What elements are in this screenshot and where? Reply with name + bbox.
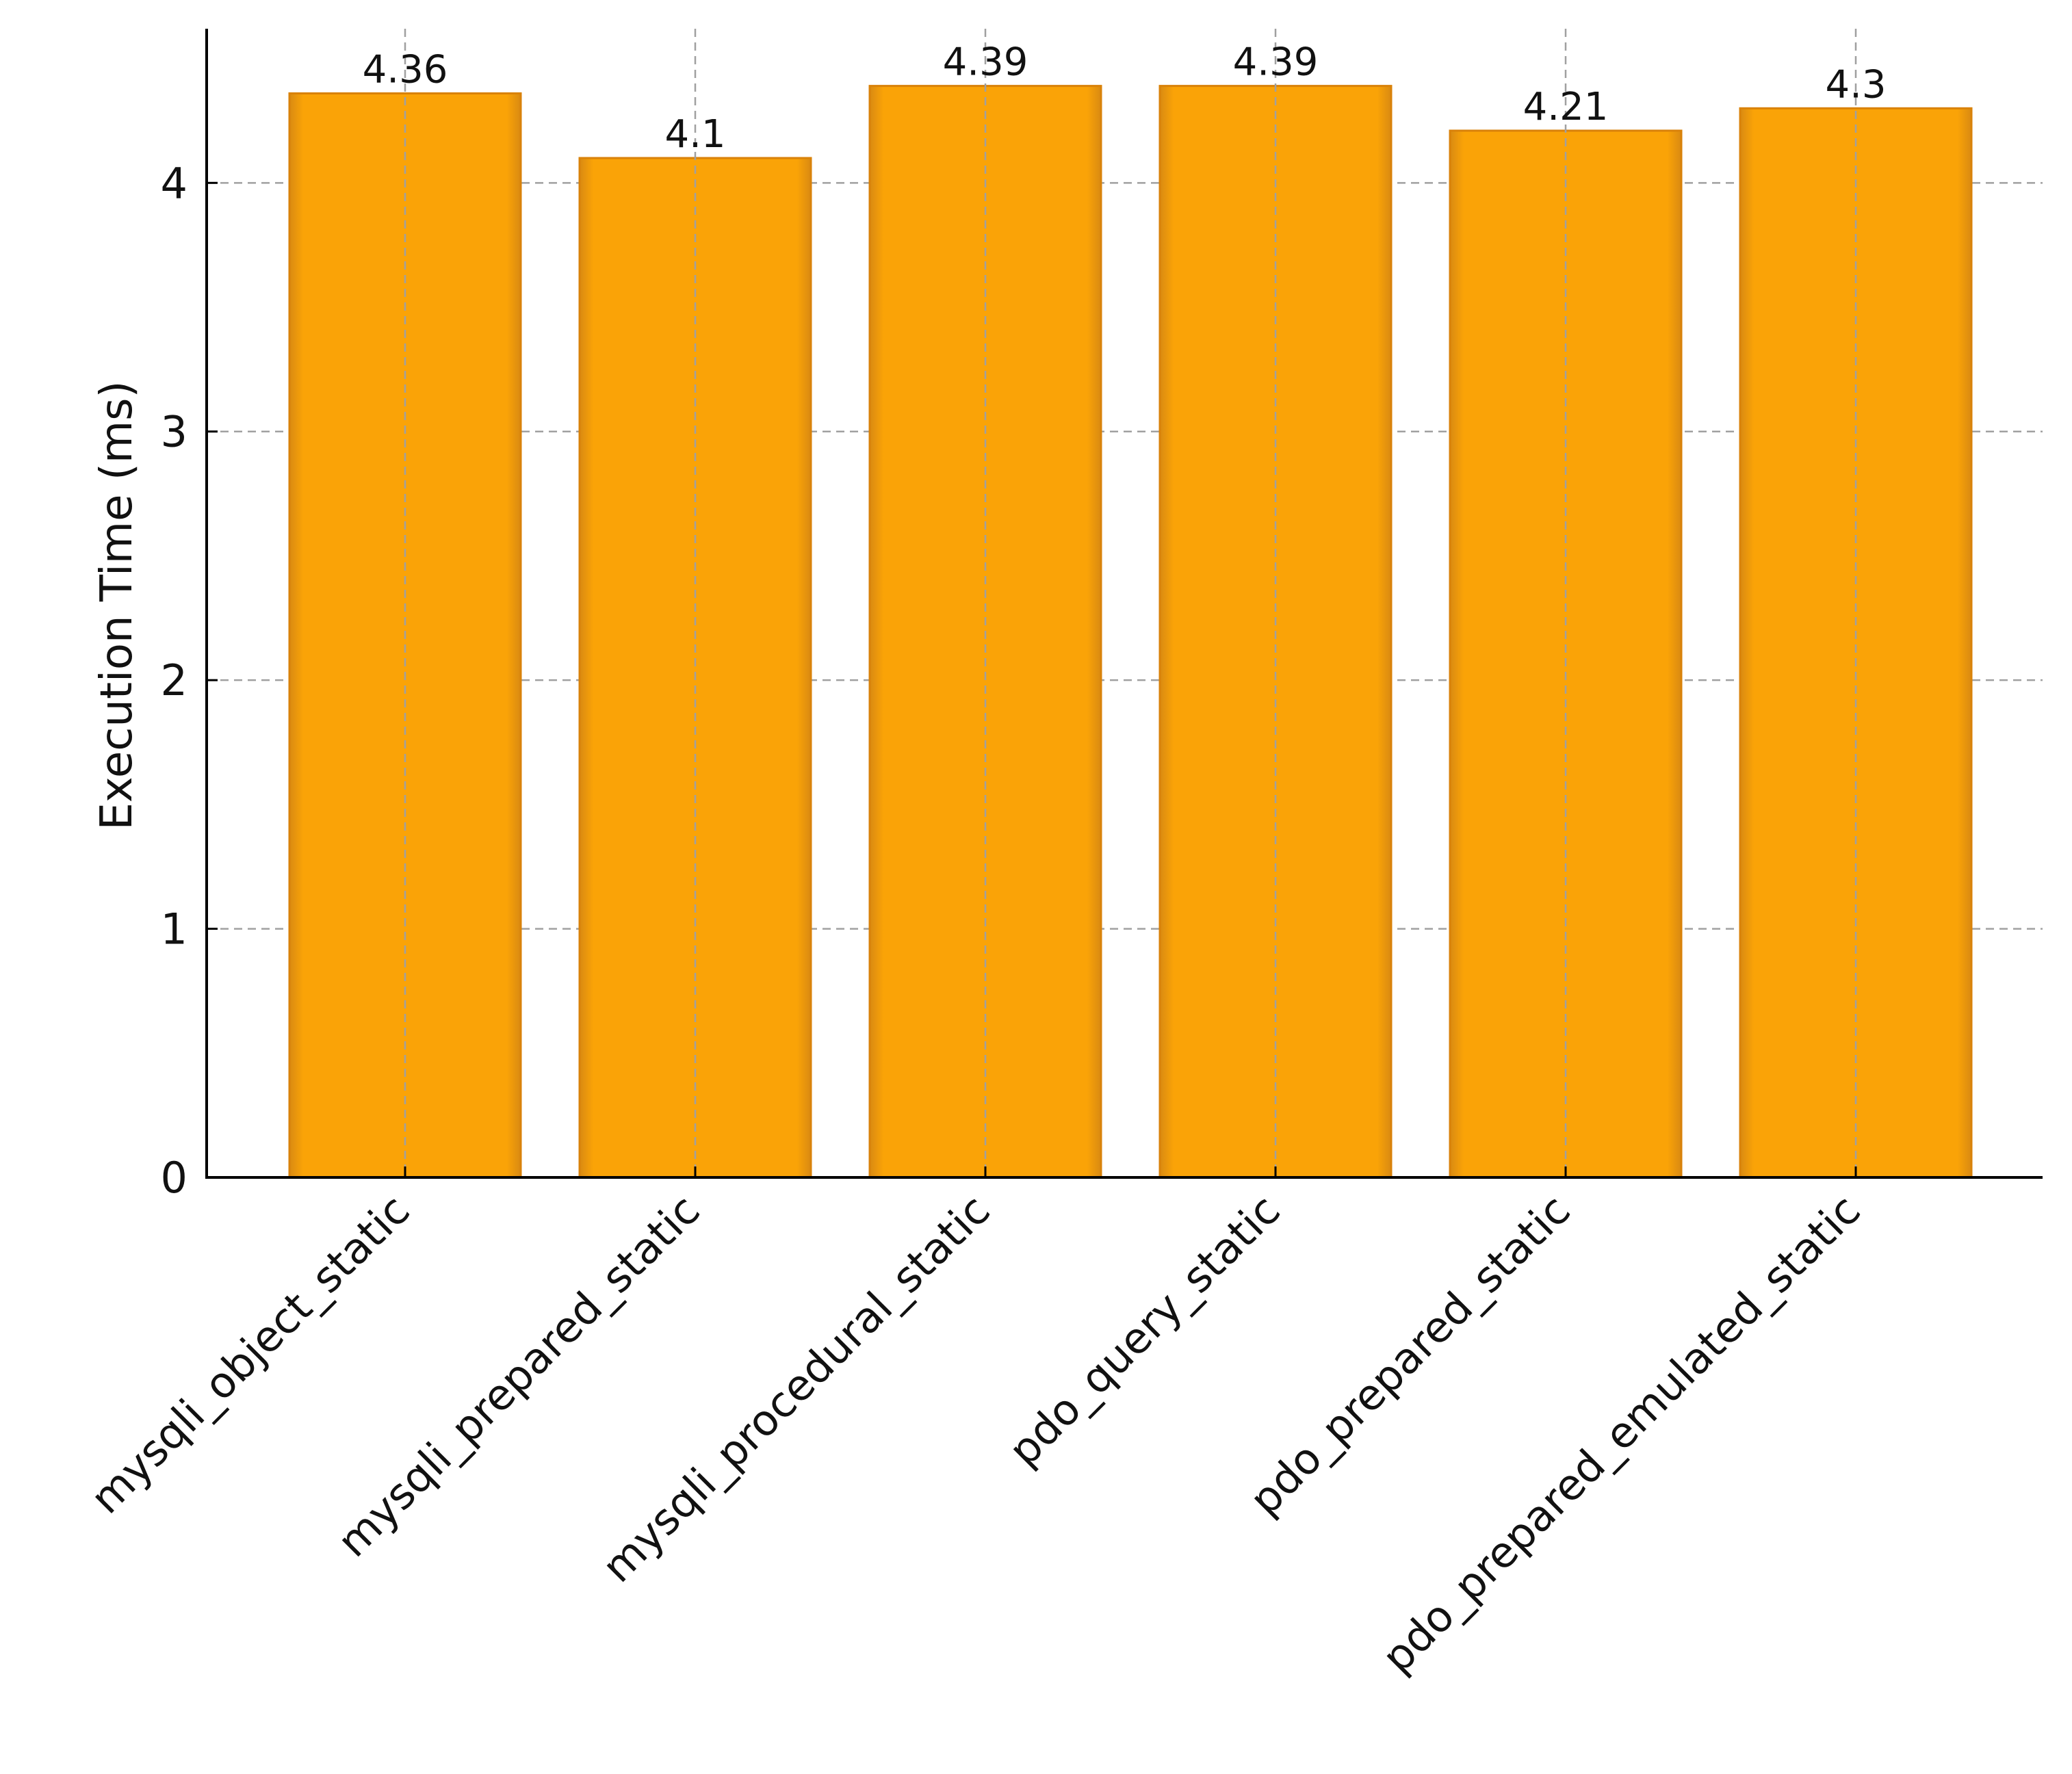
bar-value-label: 4.1 [664, 112, 725, 157]
bar [578, 157, 812, 1179]
y-tick-label: 0 [161, 1153, 187, 1203]
x-category-label: pdo_query_static [999, 1185, 1290, 1476]
y-tick-label: 2 [161, 655, 187, 705]
y-tick-label: 4 [161, 158, 187, 208]
bar [1739, 107, 1973, 1179]
bar-value-label: 4.36 [363, 47, 448, 92]
x-category-label: pdo_prepared_emulated_static [1372, 1185, 1869, 1682]
y-tick-label: 3 [161, 407, 187, 457]
x-category-label: mysqli_object_static [81, 1185, 419, 1524]
bar-value-label: 4.21 [1523, 85, 1609, 129]
y-tick-label: 1 [161, 904, 187, 954]
x-category-label: pdo_prepared_static [1240, 1185, 1580, 1525]
bars [288, 85, 1973, 1179]
y-axis-title: Execution Time (ms) [92, 381, 142, 831]
x-category-labels: mysqli_object_staticmysqli_prepared_stat… [81, 1185, 1870, 1682]
bar-value-labels: 4.36 4.1 4.39 4.39 4.21 4.3 [363, 40, 1887, 157]
bar-value-label: 4.39 [1233, 40, 1319, 85]
y-tick-labels: 0 1 2 3 4 [161, 158, 187, 1203]
bar-value-label: 4.3 [1825, 62, 1886, 107]
axes [205, 29, 2043, 1179]
bar-value-label: 4.39 [943, 40, 1028, 85]
